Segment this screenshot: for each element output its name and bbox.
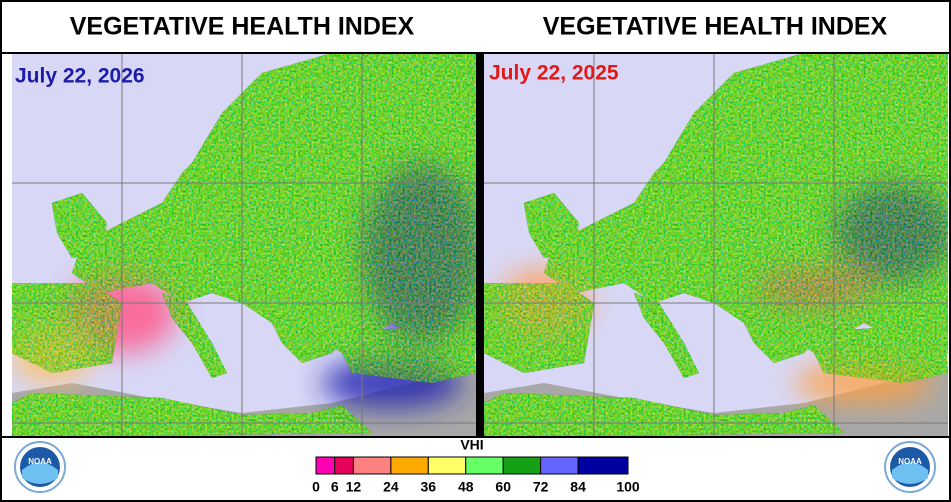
divider xyxy=(476,53,484,437)
legend-tick-label: 24 xyxy=(383,479,399,495)
legend-tick-label: 12 xyxy=(346,479,362,495)
svg-text:NOAA: NOAA xyxy=(898,457,922,466)
legend-tick-label: 48 xyxy=(458,479,474,495)
legend-tick-label: 60 xyxy=(495,479,511,495)
legend-tick-label: 100 xyxy=(616,479,640,495)
panel-date: July 22, 2025 xyxy=(489,62,619,85)
legend-swatch xyxy=(315,456,336,475)
noaa-logo: NOAA xyxy=(14,441,66,493)
legend-swatch xyxy=(540,456,579,475)
noaa-logo: NOAA xyxy=(884,441,936,493)
legend-swatch xyxy=(427,456,467,475)
legend-swatch xyxy=(352,456,392,475)
legend: 0 6 12 24 36 48 60 72 84 100 xyxy=(312,456,640,495)
panel-title: VEGETATIVE HEALTH INDEX xyxy=(543,13,888,41)
map-left xyxy=(12,53,476,437)
panel-title: VEGETATIVE HEALTH INDEX xyxy=(70,13,415,41)
legend-tick-label: 72 xyxy=(533,479,549,495)
legend-swatch xyxy=(465,456,504,475)
legend-tick-label: 84 xyxy=(570,479,586,495)
svg-text:NOAA: NOAA xyxy=(28,457,52,466)
legend-tick-label: 6 xyxy=(331,479,339,495)
legend-swatch xyxy=(577,456,629,475)
legend-title: VHI xyxy=(460,437,483,453)
legend-swatch xyxy=(502,456,542,475)
map-right xyxy=(484,53,948,437)
panel-date: July 22, 2026 xyxy=(15,65,145,88)
legend-tick-label: 36 xyxy=(421,479,437,495)
legend-tick-label: 0 xyxy=(312,479,320,495)
legend-swatch xyxy=(334,456,354,475)
legend-swatch xyxy=(390,456,429,475)
